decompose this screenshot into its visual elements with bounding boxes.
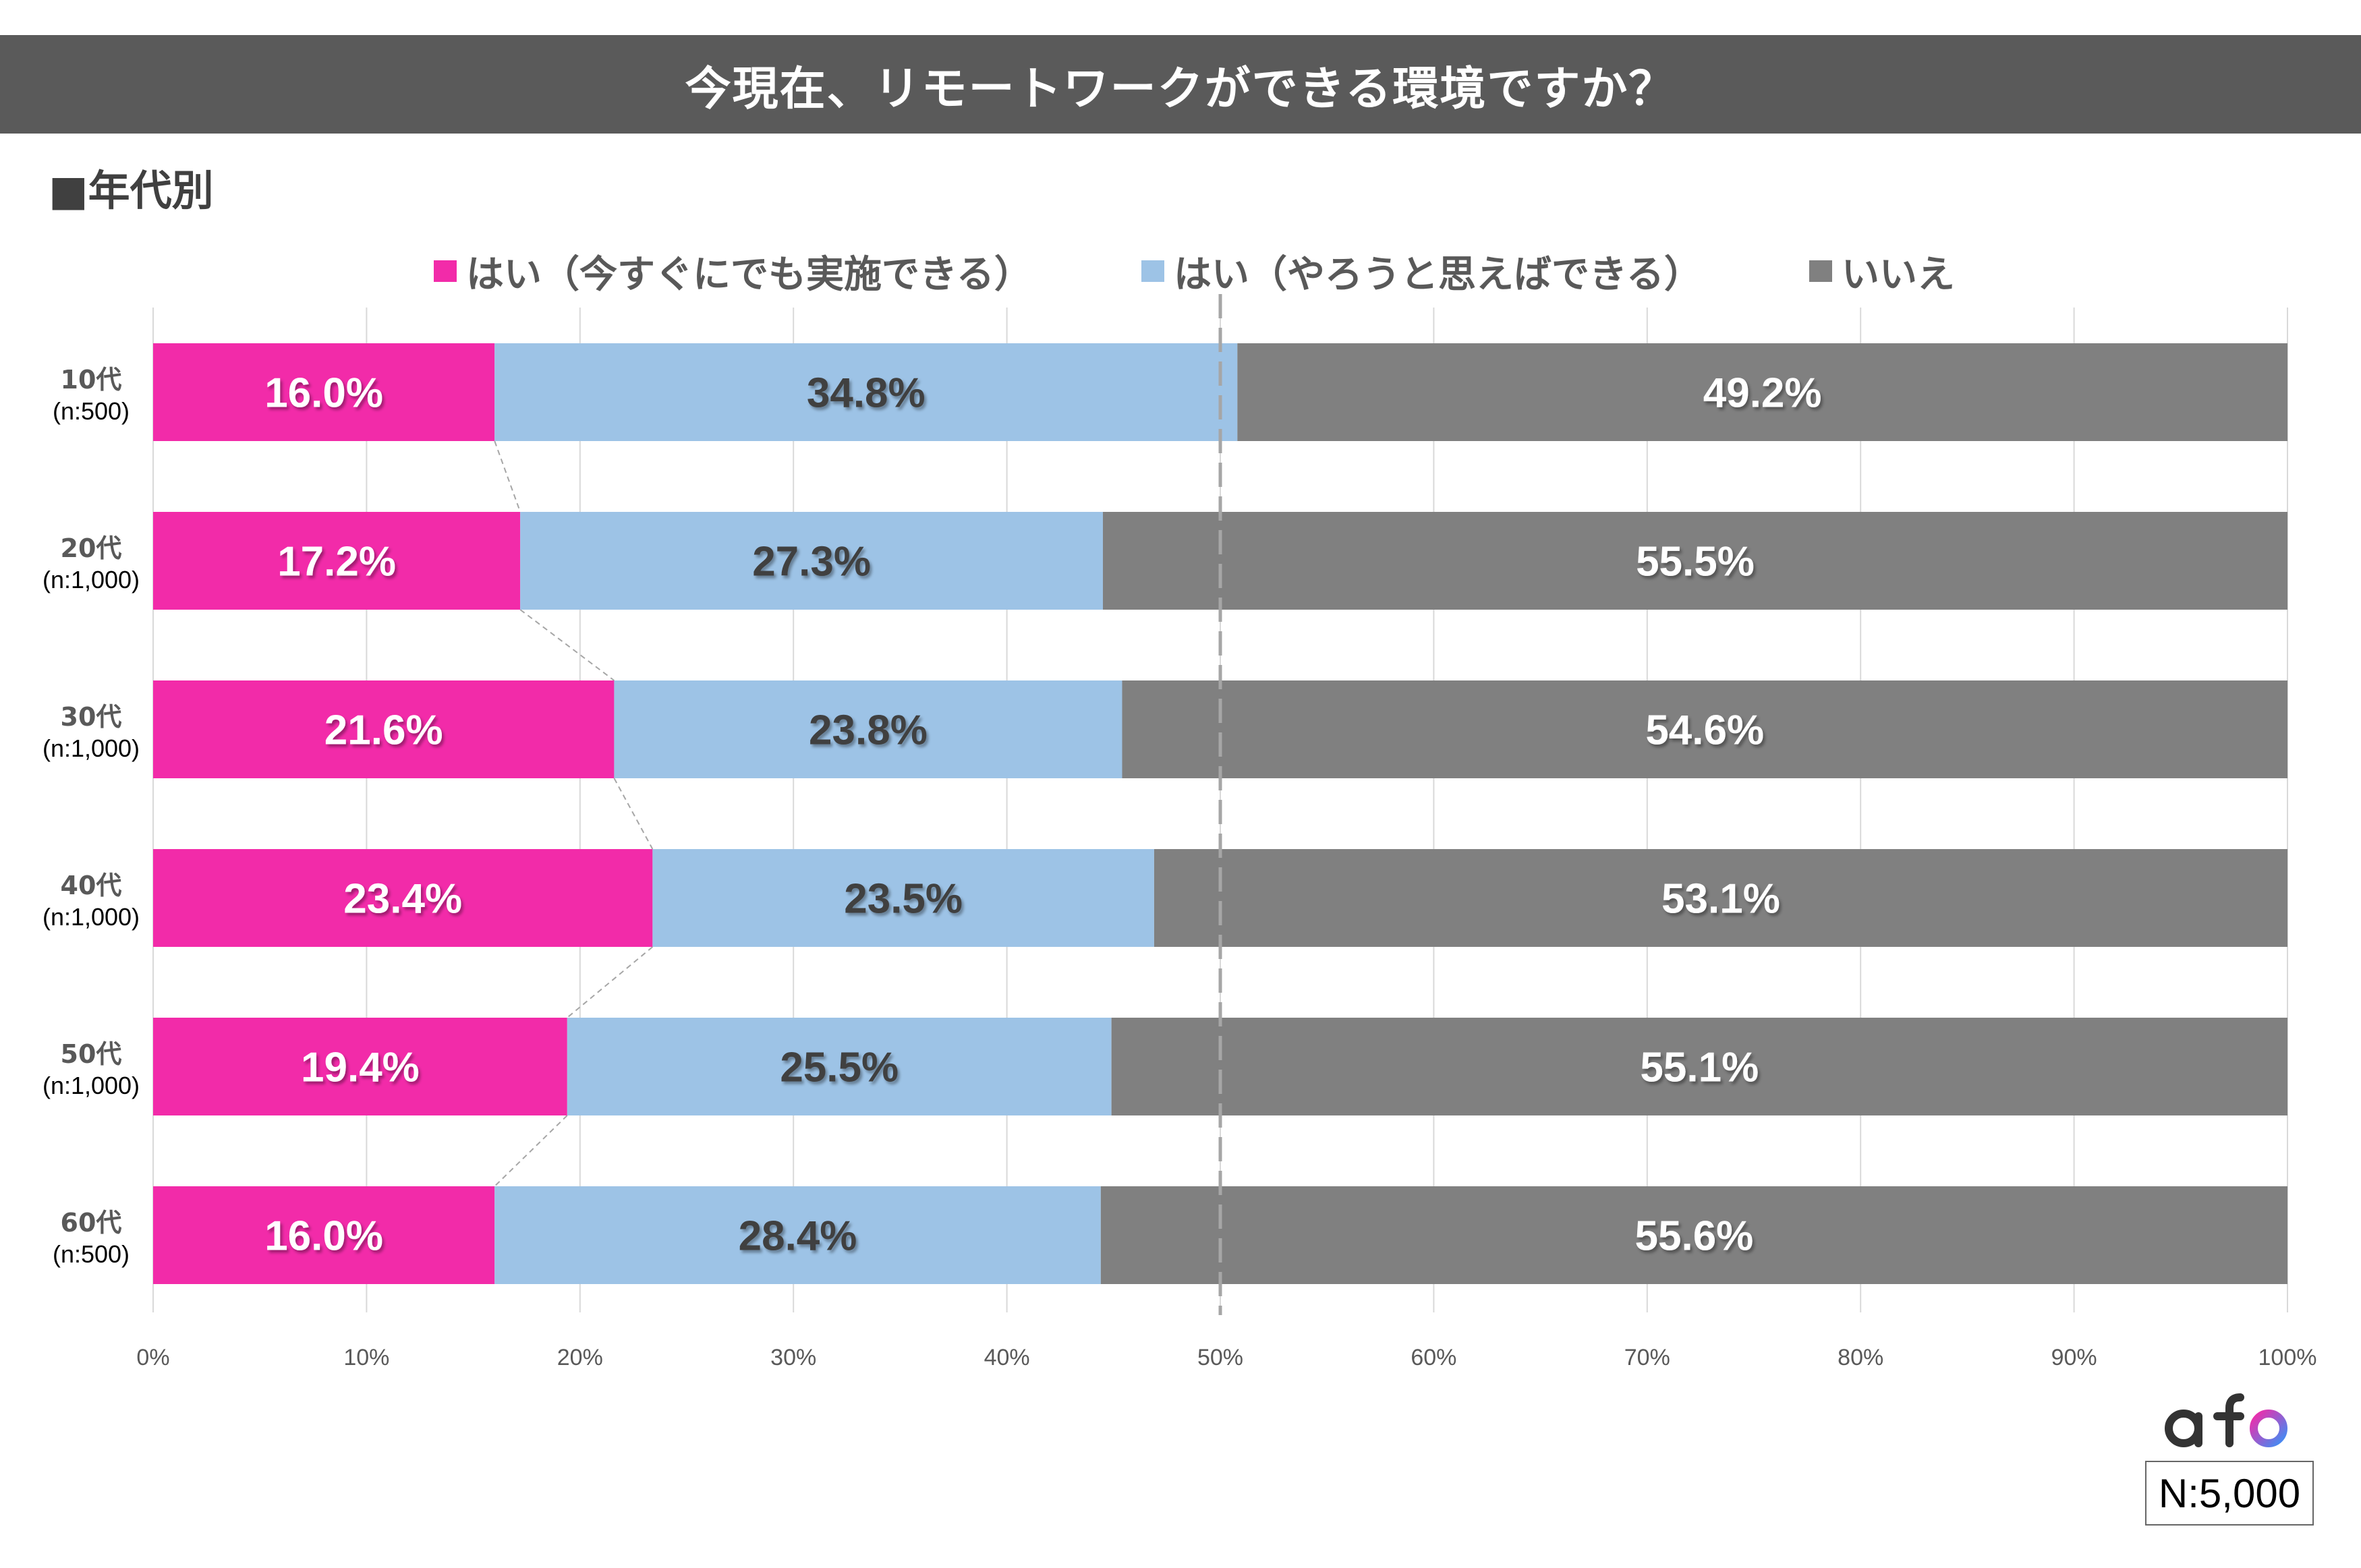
category-sublabel: (n:1,000) bbox=[42, 1072, 140, 1099]
bar-segment bbox=[153, 849, 653, 947]
x-tick-labels: 0% 10% 20% 30% 40% 50% 60% 70% 80% 90% 100% bbox=[136, 1345, 2316, 1370]
data-label: 55.6% bbox=[1635, 1213, 1754, 1260]
legend-item-no: いいえ bbox=[1809, 244, 1955, 298]
data-label: 21.6% bbox=[324, 707, 443, 754]
bars bbox=[153, 343, 2287, 1284]
data-label: 23.4% bbox=[343, 876, 462, 923]
x-tick-label: 60% bbox=[1411, 1345, 1456, 1370]
category-sublabel: (n:500) bbox=[53, 397, 130, 425]
data-label: 34.8% bbox=[807, 370, 926, 417]
title-bar: 今現在、リモートワークができる環境ですか？ bbox=[0, 35, 2361, 134]
bar-segment bbox=[153, 680, 615, 778]
afb-logo-icon bbox=[2165, 1391, 2287, 1447]
connector-lines bbox=[494, 440, 654, 1187]
x-tick-label: 90% bbox=[2051, 1345, 2097, 1370]
connector-line bbox=[519, 609, 615, 681]
afb-logo bbox=[2162, 1389, 2290, 1451]
connector-line bbox=[494, 440, 521, 513]
bar-segment bbox=[1102, 512, 2287, 610]
data-label: 23.8% bbox=[809, 707, 928, 754]
x-tick-label: 20% bbox=[557, 1345, 603, 1370]
bar-segment bbox=[1122, 680, 2287, 778]
bar-segment bbox=[652, 849, 1154, 947]
legend-label-no: いいえ bbox=[1842, 252, 1955, 297]
legend-swatch-could bbox=[1141, 260, 1164, 282]
data-label: 54.6% bbox=[1645, 707, 1764, 754]
x-tick-label: 10% bbox=[343, 1345, 389, 1370]
bar-segment bbox=[614, 680, 1122, 778]
bar-segment bbox=[1100, 1186, 2287, 1284]
bar-segment bbox=[153, 343, 495, 441]
data-label: 16.0% bbox=[264, 370, 383, 417]
connector-line bbox=[494, 1115, 568, 1187]
x-tick-label: 50% bbox=[1197, 1345, 1243, 1370]
legend: はい（今すぐにでも実施できる） はい（やろうと思えばできる） いいえ bbox=[0, 244, 2361, 298]
sample-size-box: N:5,000 bbox=[2145, 1461, 2314, 1526]
data-label: 28.4% bbox=[739, 1213, 857, 1260]
category-label: 50代 bbox=[61, 1039, 122, 1069]
category-sublabel: (n:500) bbox=[53, 1240, 130, 1268]
bar-segment bbox=[153, 1018, 567, 1115]
x-tick-label: 70% bbox=[1624, 1345, 1670, 1370]
x-tick-label: 100% bbox=[2258, 1345, 2317, 1370]
bar-segment bbox=[153, 1186, 495, 1284]
data-label: 55.5% bbox=[1636, 539, 1755, 585]
legend-label-could: はい（やろうと思えばできる） bbox=[1174, 252, 1702, 297]
bar-segment bbox=[494, 1186, 1101, 1284]
chart-title: 今現在、リモートワークができる環境ですか？ bbox=[685, 62, 1676, 116]
category-label: 40代 bbox=[61, 871, 122, 900]
sample-size-label: N:5,000 bbox=[2158, 1470, 2301, 1516]
legend-swatch-now bbox=[434, 260, 457, 282]
bar-segment bbox=[1154, 849, 2287, 947]
bar-segment bbox=[494, 343, 1238, 441]
category-label: 10代 bbox=[61, 365, 122, 395]
connector-line bbox=[613, 778, 654, 850]
bar-segment bbox=[520, 512, 1103, 610]
data-labels: 16.0% 34.8% 49.2% 17.2% 27.3% 55.5% 21.6% 23.8%… bbox=[264, 370, 1821, 1260]
x-tick-label: 0% bbox=[136, 1345, 169, 1370]
category-label: 60代 bbox=[61, 1208, 122, 1238]
category-label: 20代 bbox=[61, 533, 122, 563]
category-sublabel: (n:1,000) bbox=[42, 903, 140, 931]
bar-segment bbox=[567, 1018, 1112, 1115]
chart-subtitle: ■年代別 bbox=[49, 166, 214, 215]
legend-item-now: はい（今すぐにでも実施できる） bbox=[434, 244, 1032, 298]
x-tick-label: 40% bbox=[984, 1345, 1030, 1370]
bar-segment bbox=[1237, 343, 2287, 441]
data-label: 25.5% bbox=[780, 1045, 899, 1091]
bar-segment bbox=[153, 512, 521, 610]
data-label: 16.0% bbox=[264, 1213, 383, 1260]
bar-segment bbox=[1111, 1018, 2287, 1115]
data-label: 53.1% bbox=[1661, 876, 1780, 923]
legend-label-now: はい（今すぐにでも実施できる） bbox=[466, 252, 1032, 297]
x-tick-label: 30% bbox=[770, 1345, 816, 1370]
category-sublabel: (n:1,000) bbox=[42, 566, 140, 593]
data-label: 49.2% bbox=[1703, 370, 1822, 417]
category-sublabel: (n:1,000) bbox=[42, 734, 140, 762]
legend-item-could: はい（やろうと思えばできる） bbox=[1141, 244, 1702, 298]
data-label: 27.3% bbox=[752, 539, 871, 585]
category-labels: 10代(n:500)20代(n:1,000)30代(n:1,000)40代(n:… bbox=[42, 365, 140, 1268]
data-label: 55.1% bbox=[1640, 1045, 1759, 1091]
data-label: 23.5% bbox=[844, 876, 963, 923]
legend-swatch-no bbox=[1809, 260, 1832, 282]
category-label: 30代 bbox=[61, 702, 122, 732]
x-tick-label: 80% bbox=[1838, 1345, 1883, 1370]
data-label: 19.4% bbox=[301, 1045, 420, 1091]
data-label: 17.2% bbox=[277, 539, 396, 585]
